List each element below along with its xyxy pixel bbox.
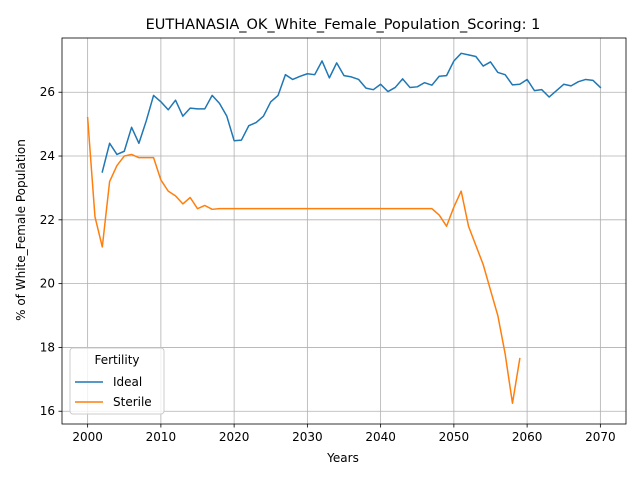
- x-tick-label: 2010: [146, 430, 177, 444]
- x-axis-label: Years: [326, 451, 359, 465]
- series-lines: [86, 52, 602, 405]
- y-tick-label: 16: [40, 404, 55, 418]
- x-tick-label: 2060: [512, 430, 543, 444]
- x-tick-label: 2030: [292, 430, 323, 444]
- y-axis-label: % of White_Female Population: [14, 139, 28, 321]
- x-tick-label: 2020: [219, 430, 250, 444]
- legend-label-sterile: Sterile: [113, 395, 152, 409]
- y-tick-label: 20: [40, 277, 55, 291]
- series-line-sterile: [86, 116, 521, 405]
- x-tick-label: 2040: [365, 430, 396, 444]
- legend: Fertility Ideal Sterile: [69, 347, 165, 415]
- x-tick-label: 2050: [439, 430, 470, 444]
- legend-label-ideal: Ideal: [113, 375, 142, 389]
- y-tick-label: 26: [40, 85, 55, 99]
- series-line-ideal: [101, 52, 602, 173]
- y-tick-label: 22: [40, 213, 55, 227]
- x-tick-label: 2070: [585, 430, 616, 444]
- x-tick-label: 2000: [72, 430, 103, 444]
- chart-title: EUTHANASIA_OK_White_Female_Population_Sc…: [146, 17, 541, 33]
- axis-ticks: 2000 2010 2020 2030 2040 2050 2060 2070 16 18 20 22…: [40, 85, 616, 444]
- y-tick-label: 24: [40, 149, 55, 163]
- plot-area-frame: [61, 37, 627, 425]
- y-tick-label: 18: [40, 340, 55, 354]
- legend-box: [69, 347, 165, 415]
- legend-title: Fertility: [94, 353, 139, 367]
